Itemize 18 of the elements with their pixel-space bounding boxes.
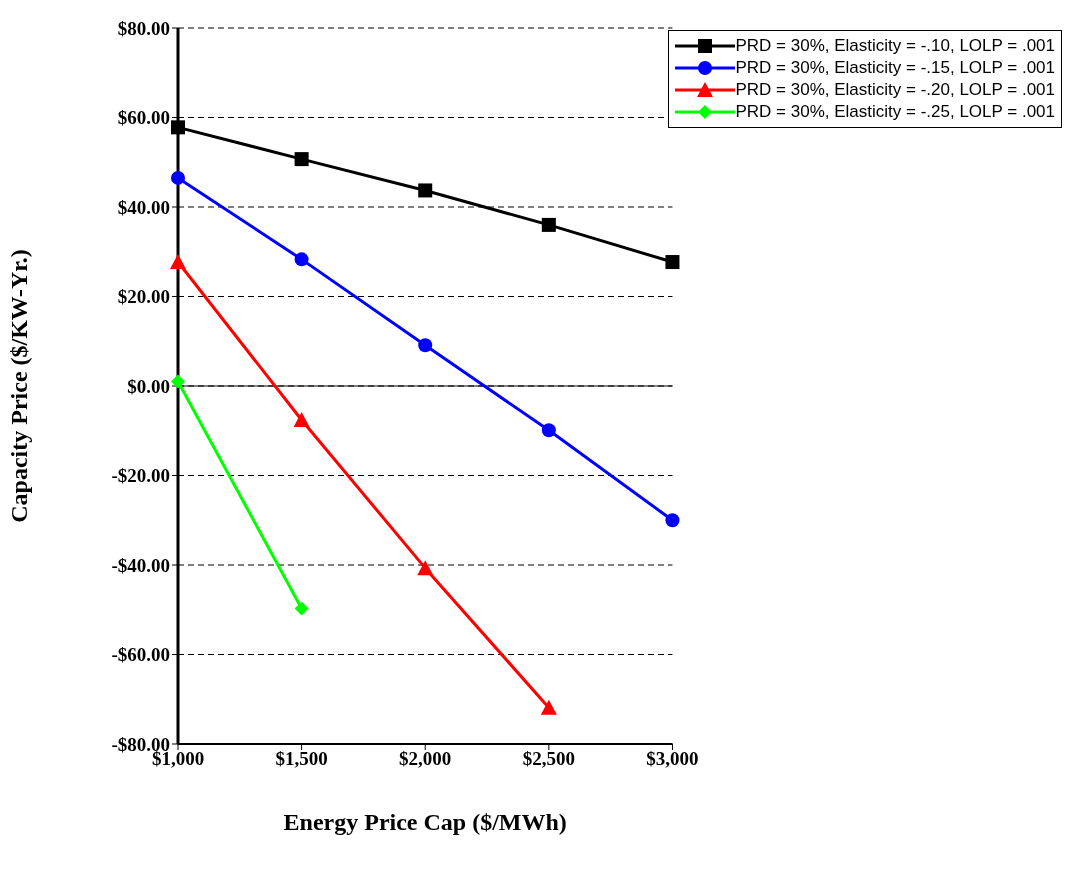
y-axis-title: Capacity Price ($/KW-Yr.) [5, 249, 32, 523]
x-axis-title: Energy Price Cap ($/MWh) [283, 809, 567, 835]
legend-label: PRD = 30%, Elasticity = -.25, LOLP = .001 [735, 101, 1055, 123]
legend-label: PRD = 30%, Elasticity = -.20, LOLP = .001 [735, 79, 1055, 101]
y-tick-label: $0.00 [127, 375, 170, 397]
y-tick-label: -$40.00 [111, 554, 170, 576]
x-tick-label: $2,000 [399, 748, 452, 770]
x-tick-label: $1,500 [275, 748, 328, 770]
legend-label: PRD = 30%, Elasticity = -.10, LOLP = .001 [735, 35, 1055, 57]
x-tick-label: $2,500 [522, 748, 575, 770]
legend-label: PRD = 30%, Elasticity = -.15, LOLP = .001 [735, 57, 1055, 79]
x-tick-label: $3,000 [646, 748, 699, 770]
y-tick-label: $20.00 [117, 286, 170, 308]
y-tick-label: $60.00 [117, 107, 170, 129]
y-tick-label: $80.00 [117, 17, 170, 39]
y-tick-label: -$20.00 [111, 465, 170, 487]
y-tick-label: $40.00 [117, 196, 170, 218]
y-tick-label: -$60.00 [111, 644, 170, 666]
